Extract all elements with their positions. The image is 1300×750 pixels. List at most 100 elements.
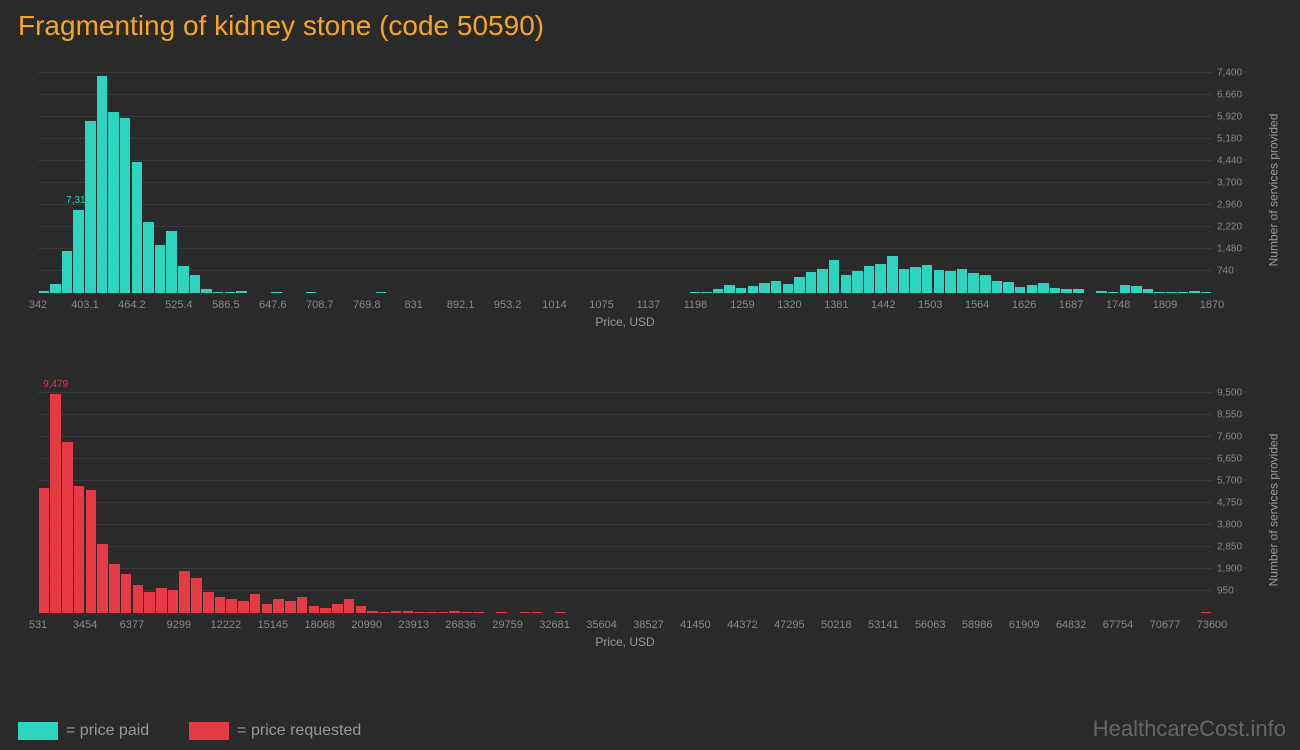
histogram-bar — [213, 292, 223, 293]
histogram-bar — [532, 612, 543, 613]
y-tick: 6,660 — [1217, 90, 1257, 101]
histogram-bar — [73, 210, 83, 293]
x-tick: 892.1 — [447, 299, 475, 311]
histogram-bar — [841, 275, 851, 293]
histogram-bar — [759, 283, 769, 293]
x-tick: 70677 — [1150, 619, 1181, 631]
histogram-bar — [109, 564, 120, 613]
histogram-bar — [379, 612, 390, 613]
y-axis-label-top: Number of services provided — [1267, 114, 1281, 267]
x-tick: 56063 — [915, 619, 946, 631]
histogram-bar — [1189, 291, 1199, 293]
histogram-bar — [817, 269, 827, 293]
histogram-bar — [225, 292, 235, 293]
x-tick: 464.2 — [118, 299, 146, 311]
histogram-bar — [783, 284, 793, 294]
histogram-bar — [62, 442, 73, 613]
histogram-bar — [690, 292, 700, 293]
histogram-bar — [74, 486, 85, 613]
histogram-bar — [771, 281, 781, 293]
charts-wrapper: 342403.1464.2525.4586.5647.6708.7769.883… — [18, 48, 1282, 658]
x-tick: 41450 — [680, 619, 711, 631]
histogram-bar — [934, 270, 944, 293]
y-tick: 1,480 — [1217, 244, 1257, 255]
histogram-bar — [50, 394, 61, 614]
histogram-bar — [226, 599, 237, 613]
x-tick: 23913 — [398, 619, 429, 631]
x-tick: 53141 — [868, 619, 899, 631]
y-tick: 8,550 — [1217, 410, 1257, 421]
x-tick: 1075 — [589, 299, 613, 311]
x-tick: 12222 — [211, 619, 242, 631]
histogram-bar — [794, 277, 804, 293]
y-tick: 9,500 — [1217, 388, 1257, 399]
histogram-bar — [236, 291, 246, 293]
x-tick: 953.2 — [494, 299, 522, 311]
histogram-bar — [887, 256, 897, 293]
histogram-bar — [713, 289, 723, 293]
histogram-bar — [179, 571, 190, 613]
histogram-bar — [473, 612, 484, 613]
x-tick: 1564 — [965, 299, 989, 311]
histogram-bar — [201, 289, 211, 293]
histogram-bar — [1038, 283, 1048, 293]
histogram-bar — [1073, 289, 1083, 293]
histogram-bar — [297, 597, 308, 613]
x-tick: 26836 — [445, 619, 476, 631]
legend-item-requested: = price requested — [189, 722, 361, 740]
histogram-bar — [97, 76, 107, 293]
x-tick: 58986 — [962, 619, 993, 631]
y-tick: 5,920 — [1217, 112, 1257, 123]
histogram-bar — [1154, 292, 1164, 293]
histogram-bar — [133, 585, 144, 613]
histogram-bar — [852, 271, 862, 293]
x-tick: 6377 — [120, 619, 144, 631]
histogram-bar — [864, 266, 874, 293]
histogram-bar — [555, 612, 566, 613]
histogram-bar — [39, 291, 49, 293]
x-tick: 29759 — [492, 619, 523, 631]
legend-label-paid: = price paid — [66, 722, 149, 740]
x-tick: 1503 — [918, 299, 942, 311]
x-tick: 1870 — [1200, 299, 1224, 311]
x-tick: 1442 — [871, 299, 895, 311]
histogram-bar — [438, 612, 449, 613]
x-tick: 38527 — [633, 619, 664, 631]
chart-price-requested: 5313454637792991222215145180682099023913… — [18, 368, 1282, 658]
legend-swatch-teal — [18, 722, 58, 740]
histogram-bar — [344, 599, 355, 613]
x-tick: 586.5 — [212, 299, 240, 311]
histogram-bar — [168, 590, 179, 613]
x-axis-label-bottom: Price, USD — [595, 635, 654, 649]
x-tick: 1809 — [1153, 299, 1177, 311]
chart-title: Fragmenting of kidney stone (code 50590) — [0, 0, 1300, 48]
histogram-bar — [980, 275, 990, 293]
x-tick: 35604 — [586, 619, 617, 631]
histogram-bar — [701, 292, 711, 293]
histogram-bar — [250, 594, 261, 613]
histogram-bar — [97, 544, 108, 613]
y-tick: 6,650 — [1217, 454, 1257, 465]
histogram-bar — [306, 292, 316, 293]
x-tick: 32681 — [539, 619, 570, 631]
histogram-bar — [190, 275, 200, 293]
histogram-bar — [166, 231, 176, 293]
histogram-bar — [1050, 288, 1060, 293]
x-tick: 1626 — [1012, 299, 1036, 311]
histogram-bar — [829, 260, 839, 293]
histogram-bar — [1015, 287, 1025, 293]
histogram-bar — [945, 271, 955, 293]
x-tick: 1381 — [824, 299, 848, 311]
y-tick: 950 — [1217, 586, 1257, 597]
histogram-bar — [875, 264, 885, 293]
histogram-bar — [191, 578, 202, 613]
histogram-bar — [1096, 291, 1106, 293]
x-tick: 1259 — [730, 299, 754, 311]
histogram-bar — [968, 273, 978, 293]
histogram-bar — [1166, 292, 1176, 293]
y-tick: 4,440 — [1217, 156, 1257, 167]
histogram-bar — [262, 604, 273, 613]
histogram-bar — [215, 597, 226, 613]
histogram-bar — [367, 611, 378, 613]
x-tick: 769.8 — [353, 299, 381, 311]
